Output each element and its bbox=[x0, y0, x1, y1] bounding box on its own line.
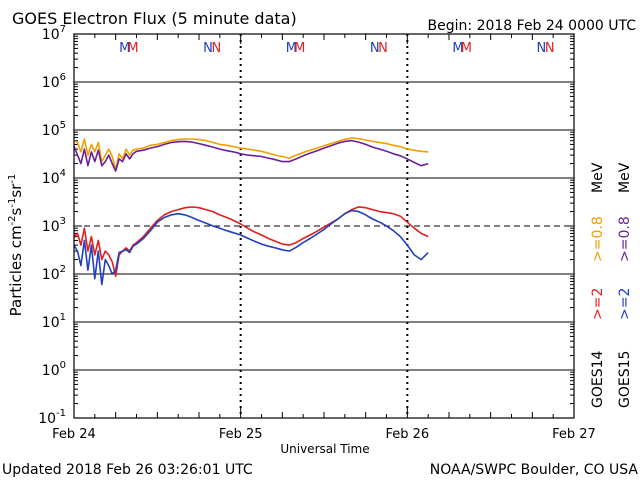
series-line bbox=[73, 139, 429, 172]
y-tick-label: 104 bbox=[42, 168, 66, 187]
y-tick-label: 105 bbox=[42, 120, 66, 139]
satellite-marker: N bbox=[370, 41, 380, 56]
satellite-marker: M bbox=[294, 41, 305, 56]
series-line bbox=[73, 209, 429, 286]
legend-goes15-0.8mev: >=0.8 bbox=[617, 216, 633, 262]
y-tick-label: 103 bbox=[42, 216, 66, 235]
satellite-marker: M bbox=[119, 41, 130, 56]
credit-label: NOAA/SWPC Boulder, CO USA bbox=[430, 462, 639, 478]
x-tick-label: Feb 24 bbox=[52, 427, 96, 442]
y-axis-title: Particles cm-2s-1sr-1 bbox=[7, 174, 25, 317]
y-tick-label: 106 bbox=[42, 72, 66, 91]
x-axis-title: Universal Time bbox=[280, 442, 369, 456]
y-tick-label: 10-1 bbox=[38, 408, 66, 427]
updated-timestamp: Updated 2018 Feb 26 03:26:01 UTC bbox=[2, 462, 253, 478]
legend-mev-unit-1: MeV bbox=[590, 162, 606, 193]
x-tick-label: Feb 27 bbox=[552, 427, 596, 442]
x-tick-label: Feb 25 bbox=[219, 427, 263, 442]
series-line bbox=[73, 137, 429, 171]
satellite-marker: M bbox=[127, 41, 138, 56]
legend-goes14: GOES14 bbox=[590, 350, 606, 408]
y-tick-label: 101 bbox=[42, 312, 66, 331]
begin-time-label: Begin: 2018 Feb 24 0000 UTC bbox=[428, 18, 637, 34]
y-tick-label: 102 bbox=[42, 264, 66, 283]
x-tick-label: Feb 26 bbox=[385, 427, 429, 442]
legend-goes14-2mev: >=2 bbox=[590, 288, 606, 320]
satellite-marker: N bbox=[545, 41, 555, 56]
y-tick-label: 100 bbox=[42, 360, 66, 379]
legend-mev-unit-2: MeV bbox=[617, 162, 633, 193]
satellite-marker: N bbox=[203, 41, 213, 56]
satellite-marker: M bbox=[452, 41, 463, 56]
satellite-marker: N bbox=[211, 41, 221, 56]
legend-goes15-2mev: >=2 bbox=[617, 288, 633, 320]
chart-title: GOES Electron Flux (5 minute data) bbox=[12, 9, 297, 28]
plot-frame bbox=[73, 33, 575, 419]
series-line bbox=[73, 206, 429, 278]
legend-goes15: GOES15 bbox=[617, 351, 633, 408]
legend: GOES14 GOES15 >=2 >=2 >=0.8 >=0.8 MeV Me… bbox=[590, 162, 633, 408]
satellite-marker: M bbox=[286, 41, 297, 56]
legend-goes14-0.8mev: >=0.8 bbox=[590, 216, 606, 262]
y-tick-label: 107 bbox=[42, 24, 66, 43]
satellite-marker: N bbox=[378, 41, 388, 56]
satellite-marker: N bbox=[536, 41, 546, 56]
satellite-marker: M bbox=[461, 41, 472, 56]
